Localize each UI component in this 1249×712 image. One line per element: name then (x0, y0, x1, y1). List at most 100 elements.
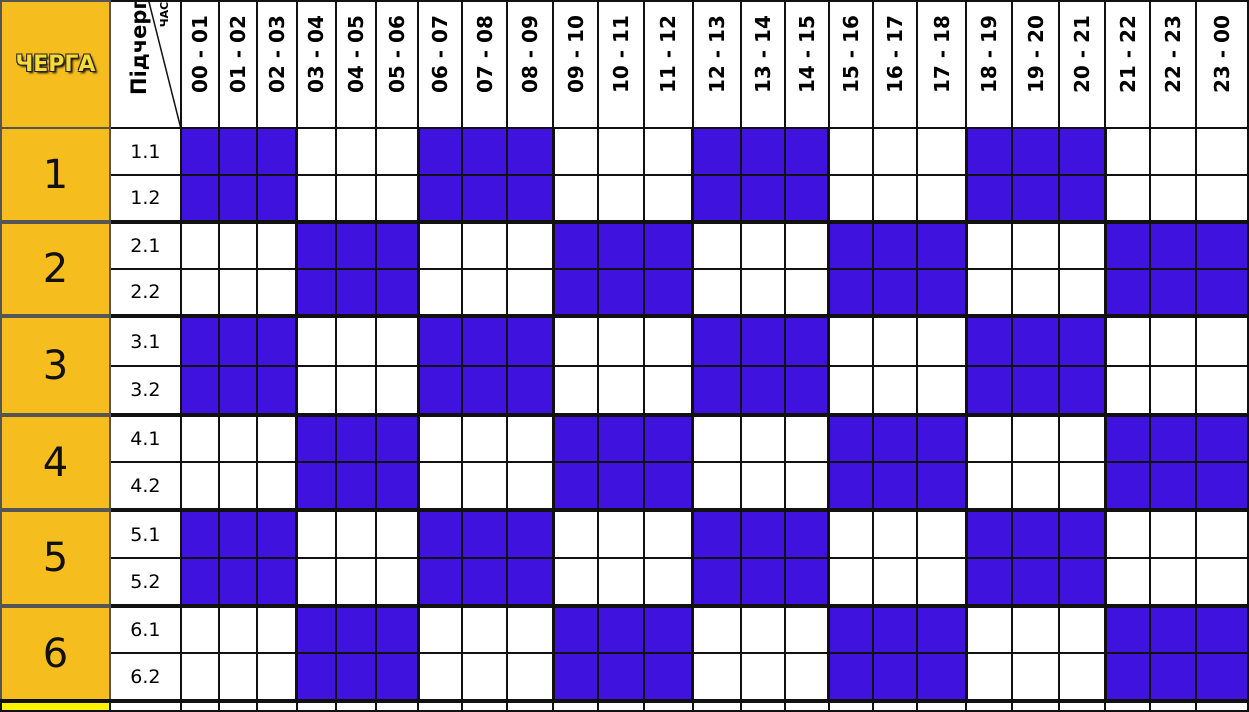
subqueue-row: 2.2 (1, 268, 1249, 317)
power-on-cell (642, 174, 694, 223)
power-on-cell (827, 127, 874, 176)
power-on-cell (295, 314, 337, 367)
outage-cell (461, 314, 509, 367)
power-on-cell (506, 604, 555, 654)
outage-cell (1103, 413, 1151, 463)
cell-partial (871, 699, 919, 712)
outage-cell (783, 365, 830, 416)
power-on-cell (334, 127, 378, 176)
power-on-cell (783, 652, 830, 702)
hour-range-label: 17 - 18 (929, 15, 954, 93)
outage-cell (1058, 508, 1107, 559)
hour-range-label: 22 - 23 (1160, 15, 1185, 93)
outage-cell (217, 508, 258, 559)
power-on-cell (1148, 508, 1197, 559)
power-on-cell (783, 413, 830, 463)
outage-cell (1148, 461, 1197, 511)
cell-partial (739, 699, 786, 712)
subqueue-row: 4 4.1 (0, 413, 1249, 511)
outage-cell (375, 652, 420, 702)
outage-cell (506, 314, 555, 367)
power-on-cell (375, 365, 420, 416)
hour-range-label: 19 - 20 (1023, 15, 1048, 93)
power-on-cell (1194, 557, 1249, 607)
power-on-cell (217, 413, 258, 463)
subqueue-label: 4.2 (108, 461, 182, 511)
outage-cell (179, 127, 220, 176)
power-on-cell (375, 127, 420, 176)
outage-cell (597, 652, 645, 702)
hour-range-label: 08 - 09 (518, 15, 543, 93)
power-on-cell (642, 314, 694, 367)
power-on-cell (871, 508, 919, 559)
hour-column-header: 10 - 11 (597, 0, 645, 129)
power-on-cell (597, 557, 645, 607)
power-on-cell (827, 508, 874, 559)
power-on-cell (551, 314, 600, 367)
cell-partial (597, 699, 645, 712)
cell-partial (916, 699, 968, 712)
power-on-cell (871, 314, 919, 367)
outage-cell (255, 127, 298, 176)
outage-cell (827, 220, 874, 270)
outage-cell (416, 508, 464, 559)
outage-cell (1194, 220, 1249, 270)
outage-cell (461, 174, 509, 223)
power-on-cell (551, 365, 600, 416)
power-on-cell (964, 604, 1014, 654)
power-on-cell (179, 461, 220, 511)
power-on-cell (506, 268, 555, 317)
outage-cell (255, 557, 298, 607)
hour-range-label: 06 - 07 (428, 15, 453, 93)
cell-partial (417, 699, 464, 712)
power-on-cell (916, 174, 968, 223)
power-on-cell (295, 365, 337, 416)
outage-cell (597, 461, 645, 511)
power-on-cell (1148, 557, 1197, 607)
power-on-cell (783, 461, 830, 511)
hour-range-label: 10 - 11 (608, 15, 633, 93)
outage-cell (375, 220, 420, 270)
power-on-cell (1058, 604, 1107, 654)
power-on-cell (597, 365, 645, 416)
power-on-cell (1058, 413, 1107, 463)
cell-partial (255, 699, 298, 712)
subqueue-row: 6.2 (1, 652, 1249, 702)
subqueue-row: 5 5.1 (0, 508, 1249, 607)
power-on-cell (783, 220, 830, 270)
outage-cell (1103, 461, 1151, 511)
cell-partial (965, 699, 1014, 712)
hour-range-label: 12 - 13 (704, 15, 729, 93)
power-on-cell (964, 220, 1014, 270)
outage-cell (179, 365, 220, 416)
outage-cell (691, 508, 742, 559)
power-on-cell (691, 461, 742, 511)
power-on-cell (739, 604, 786, 654)
hour-column-header: 09 - 10 (552, 0, 600, 129)
outage-cell (416, 557, 464, 607)
outage-cell (1148, 652, 1197, 702)
power-on-cell (1011, 461, 1061, 511)
cell-partial (217, 699, 258, 712)
outage-cell (1058, 174, 1107, 223)
subqueue-label: 2.1 (108, 220, 182, 270)
subqueue-label: 5.2 (108, 557, 182, 607)
hour-range-label: 18 - 19 (977, 15, 1002, 93)
power-on-cell (1148, 174, 1197, 223)
power-on-cell (1103, 508, 1151, 559)
outage-cell (739, 127, 786, 176)
hour-column-header: 16 - 17 (871, 0, 919, 129)
outage-cell (1058, 557, 1107, 607)
power-on-cell (416, 604, 464, 654)
outage-cell (375, 461, 420, 511)
outage-cell (461, 557, 509, 607)
power-on-cell (1058, 652, 1107, 702)
power-on-cell (179, 652, 220, 702)
queue-cell-partial (0, 699, 111, 712)
outage-cell (506, 508, 555, 559)
power-on-cell (1011, 220, 1061, 270)
outage-cell (1194, 461, 1249, 511)
outage-cell (964, 508, 1014, 559)
power-on-cell (783, 268, 830, 317)
